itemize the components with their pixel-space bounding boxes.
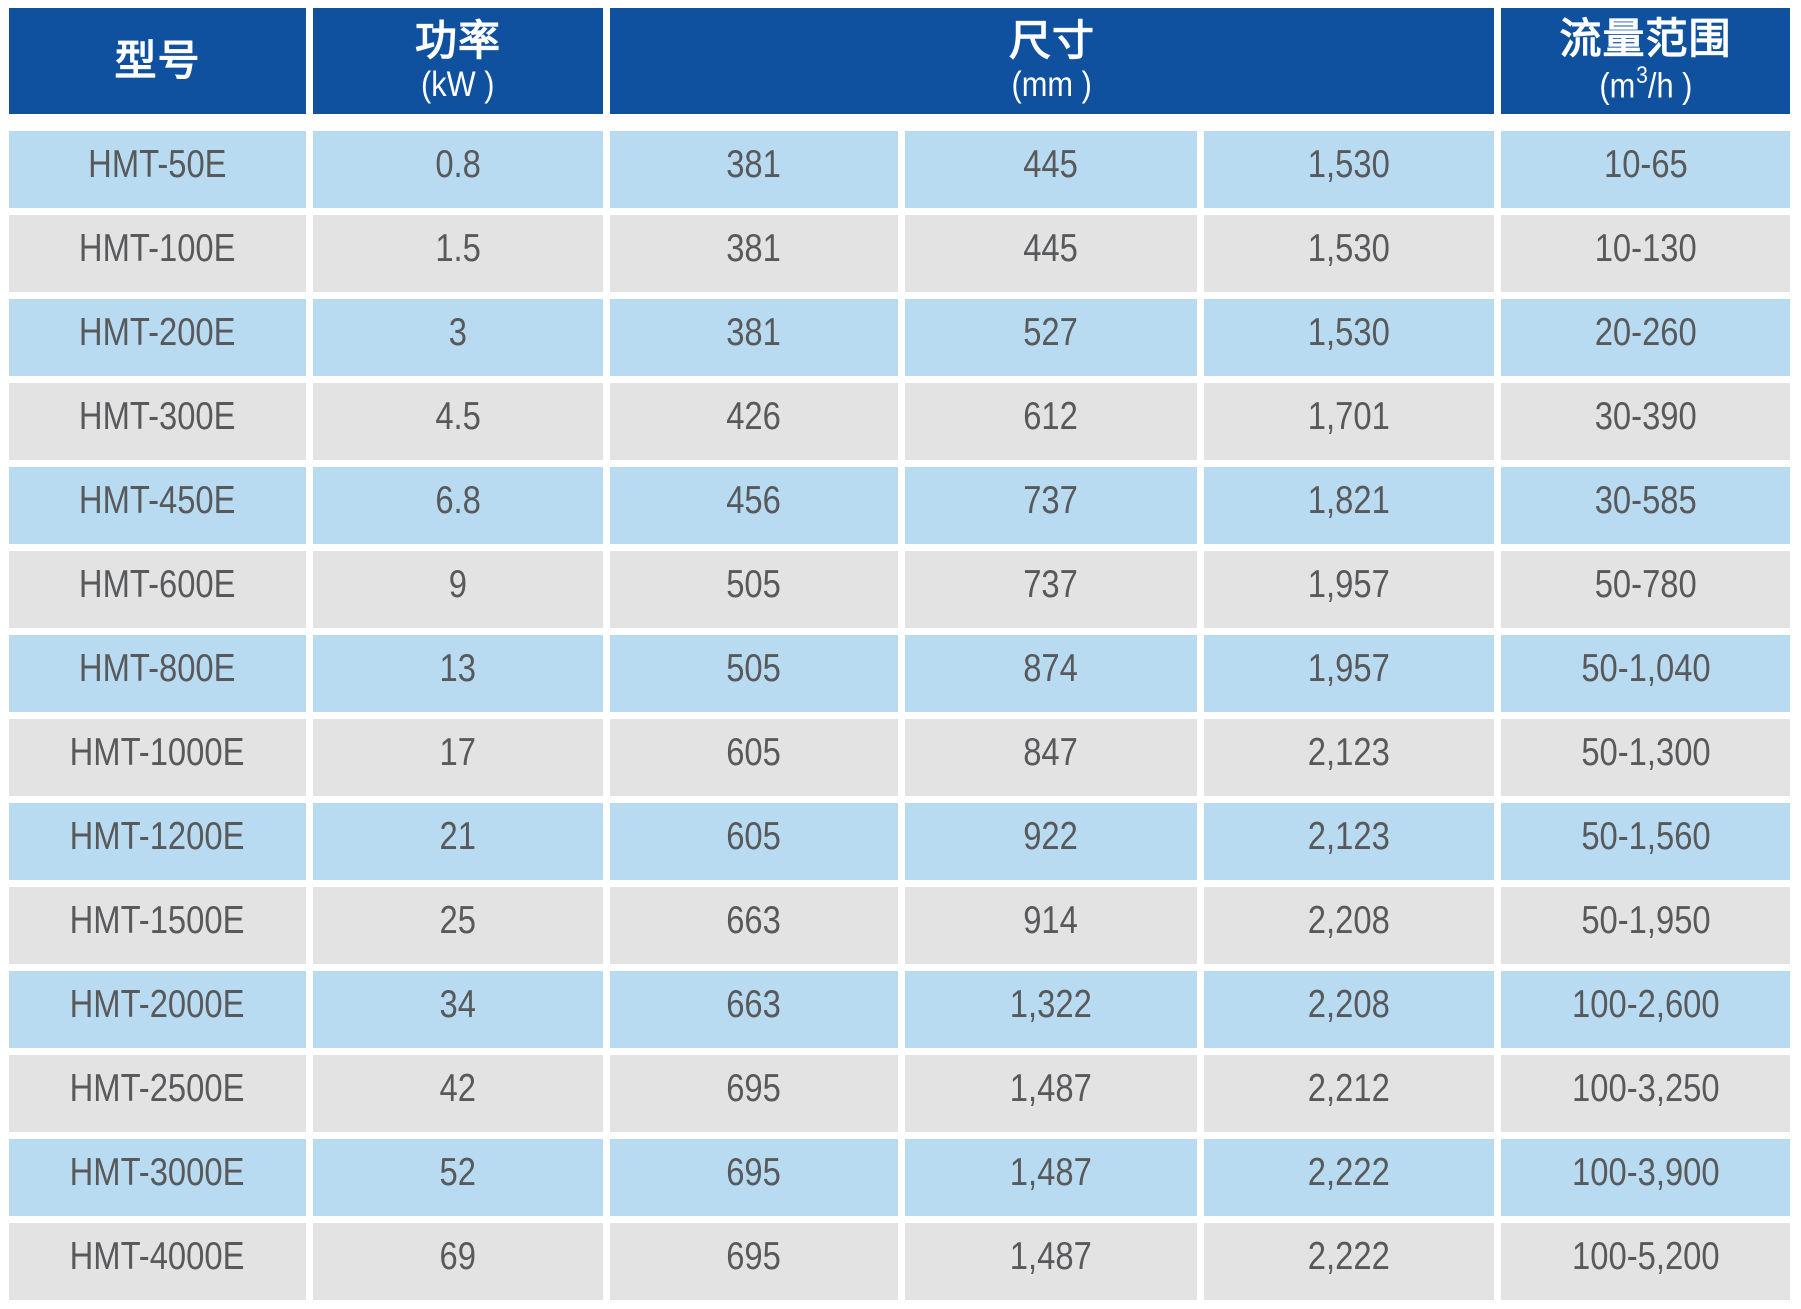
cell-power: 52 xyxy=(313,1139,603,1216)
cell-dim-b: 847 xyxy=(905,719,1197,796)
cell-dim-a: 605 xyxy=(610,803,898,880)
cell-model: HMT-200E xyxy=(9,299,306,376)
cell-flow: 100-5,200 xyxy=(1501,1223,1790,1300)
cell-dim-a: 663 xyxy=(610,971,898,1048)
cell-dim-c: 1,821 xyxy=(1204,467,1494,544)
cell-power: 3 xyxy=(313,299,603,376)
cell-power: 9 xyxy=(313,551,603,628)
cell-dim-b: 874 xyxy=(905,635,1197,712)
cell-dim-c: 2,222 xyxy=(1204,1223,1494,1300)
cell-flow: 20-260 xyxy=(1501,299,1790,376)
cell-model: HMT-1000E xyxy=(9,719,306,796)
header-size-title: 尺寸 xyxy=(1008,16,1095,64)
cell-dim-c: 1,701 xyxy=(1204,383,1494,460)
cell-power: 69 xyxy=(313,1223,603,1300)
cell-dim-b: 527 xyxy=(905,299,1197,376)
cell-power: 0.8 xyxy=(313,131,603,208)
header-power: 功率 (kW ) xyxy=(313,8,603,114)
cell-dim-a: 695 xyxy=(610,1055,898,1132)
cell-power: 13 xyxy=(313,635,603,712)
cell-dim-a: 426 xyxy=(610,383,898,460)
cell-model: HMT-1500E xyxy=(9,887,306,964)
cell-dim-c: 2,123 xyxy=(1204,803,1494,880)
cell-dim-b: 1,487 xyxy=(905,1055,1197,1132)
cell-power: 34 xyxy=(313,971,603,1048)
cell-dim-a: 456 xyxy=(610,467,898,544)
header-model: 型号 xyxy=(9,8,306,114)
cell-power: 4.5 xyxy=(313,383,603,460)
cell-flow: 10-65 xyxy=(1501,131,1790,208)
cell-dim-c: 1,957 xyxy=(1204,635,1494,712)
cell-flow: 10-130 xyxy=(1501,215,1790,292)
cell-dim-a: 381 xyxy=(610,215,898,292)
cell-model: HMT-300E xyxy=(9,383,306,460)
cell-power: 42 xyxy=(313,1055,603,1132)
cell-model: HMT-1200E xyxy=(9,803,306,880)
cell-dim-a: 663 xyxy=(610,887,898,964)
cell-model: HMT-50E xyxy=(9,131,306,208)
cell-dim-a: 381 xyxy=(610,299,898,376)
cell-dim-a: 695 xyxy=(610,1139,898,1216)
cell-flow: 30-390 xyxy=(1501,383,1790,460)
cell-dim-c: 1,530 xyxy=(1204,215,1494,292)
cell-dim-b: 1,322 xyxy=(905,971,1197,1048)
cell-dim-a: 695 xyxy=(610,1223,898,1300)
header-model-title: 型号 xyxy=(114,36,201,84)
cell-dim-c: 2,212 xyxy=(1204,1055,1494,1132)
cell-power: 1.5 xyxy=(313,215,603,292)
cell-flow: 30-585 xyxy=(1501,467,1790,544)
cell-dim-c: 2,208 xyxy=(1204,887,1494,964)
cell-power: 21 xyxy=(313,803,603,880)
cell-flow: 50-780 xyxy=(1501,551,1790,628)
cell-model: HMT-2000E xyxy=(9,971,306,1048)
cell-dim-b: 922 xyxy=(905,803,1197,880)
cell-flow: 50-1,560 xyxy=(1501,803,1790,880)
cell-dim-c: 2,222 xyxy=(1204,1139,1494,1216)
cell-dim-b: 1,487 xyxy=(905,1223,1197,1300)
header-flow-title: 流量范围 xyxy=(1559,14,1732,62)
cell-model: HMT-3000E xyxy=(9,1139,306,1216)
header-flow-unit: (m3/h ) xyxy=(1598,61,1693,106)
cell-flow: 100-3,250 xyxy=(1501,1055,1790,1132)
cell-flow: 50-1,950 xyxy=(1501,887,1790,964)
cell-model: HMT-450E xyxy=(9,467,306,544)
cell-dim-b: 445 xyxy=(905,215,1197,292)
cell-dim-b: 737 xyxy=(905,551,1197,628)
cell-dim-c: 1,530 xyxy=(1204,131,1494,208)
header-power-title: 功率 xyxy=(414,16,501,64)
cell-model: HMT-2500E xyxy=(9,1055,306,1132)
cell-model: HMT-4000E xyxy=(9,1223,306,1300)
cell-model: HMT-600E xyxy=(9,551,306,628)
cell-flow: 100-2,600 xyxy=(1501,971,1790,1048)
header-size: 尺寸 (mm ) xyxy=(610,8,1494,114)
cell-flow: 50-1,040 xyxy=(1501,635,1790,712)
cell-dim-c: 1,957 xyxy=(1204,551,1494,628)
cell-power: 17 xyxy=(313,719,603,796)
cell-flow: 100-3,900 xyxy=(1501,1139,1790,1216)
cell-model: HMT-800E xyxy=(9,635,306,712)
cell-dim-a: 505 xyxy=(610,551,898,628)
header-size-unit: (mm ) xyxy=(1011,64,1093,104)
product-spec-table: 型号 功率 (kW ) 尺寸 (mm ) 流量范围 (m3/h ) HMT-50… xyxy=(9,8,1790,1300)
cell-dim-c: 2,208 xyxy=(1204,971,1494,1048)
cell-flow: 50-1,300 xyxy=(1501,719,1790,796)
cell-dim-b: 1,487 xyxy=(905,1139,1197,1216)
cell-dim-a: 381 xyxy=(610,131,898,208)
cell-dim-b: 914 xyxy=(905,887,1197,964)
cell-dim-b: 445 xyxy=(905,131,1197,208)
cell-dim-b: 612 xyxy=(905,383,1197,460)
cell-dim-a: 505 xyxy=(610,635,898,712)
header-flow: 流量范围 (m3/h ) xyxy=(1501,8,1790,114)
cell-dim-a: 605 xyxy=(610,719,898,796)
cell-model: HMT-100E xyxy=(9,215,306,292)
cell-dim-c: 1,530 xyxy=(1204,299,1494,376)
cell-power: 6.8 xyxy=(313,467,603,544)
cell-power: 25 xyxy=(313,887,603,964)
cell-dim-c: 2,123 xyxy=(1204,719,1494,796)
header-power-unit: (kW ) xyxy=(421,64,495,104)
cell-dim-b: 737 xyxy=(905,467,1197,544)
